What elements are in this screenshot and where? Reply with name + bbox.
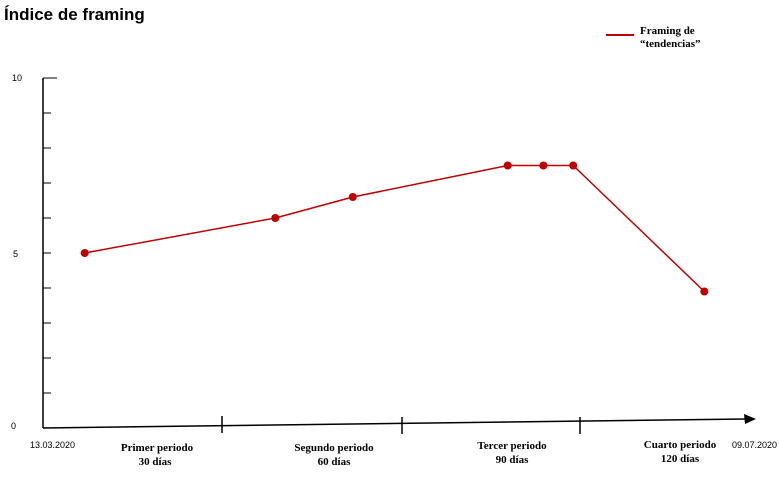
y-tick-label-10: 10 [12, 73, 22, 83]
data-point-4 [503, 161, 512, 170]
y-tick-label-0: 0 [11, 421, 16, 431]
legend-label-line2: “tendencias” [640, 38, 701, 50]
period-label-4-name: Cuarto periodo [644, 439, 717, 451]
period-label-2-days: 60 días [318, 456, 351, 468]
period-label-2-name: Segundo periodo [294, 442, 374, 454]
period-label-3-name: Tercer periodo [477, 440, 547, 452]
legend: Framing de “tendencias” [606, 25, 701, 50]
data-point-2 [271, 214, 280, 222]
x-axis [42, 414, 756, 434]
series-line [84, 164, 705, 293]
y-minor-ticks [43, 112, 51, 394]
data-point-5 [539, 161, 548, 170]
data-point-3 [348, 193, 357, 201]
period-label-3-days: 90 días [496, 454, 529, 466]
legend-label-line1: Framing de [640, 25, 695, 37]
period-label-4-days: 120 días [661, 453, 700, 465]
series-layer [80, 161, 709, 296]
data-point-1 [80, 249, 89, 257]
y-tick-label-5: 5 [13, 249, 18, 259]
x-end-date-label: 09.07.2020 [732, 440, 777, 450]
period-label-1-name: Primer periodo [121, 442, 194, 454]
x-axis-arrow-icon [744, 414, 756, 424]
data-point-6 [569, 161, 578, 170]
chart-title: Índice de framing [4, 5, 145, 24]
data-point-7 [700, 287, 709, 296]
x-start-date-label: 13.03.2020 [30, 440, 75, 450]
period-label-1-days: 30 días [139, 456, 172, 468]
